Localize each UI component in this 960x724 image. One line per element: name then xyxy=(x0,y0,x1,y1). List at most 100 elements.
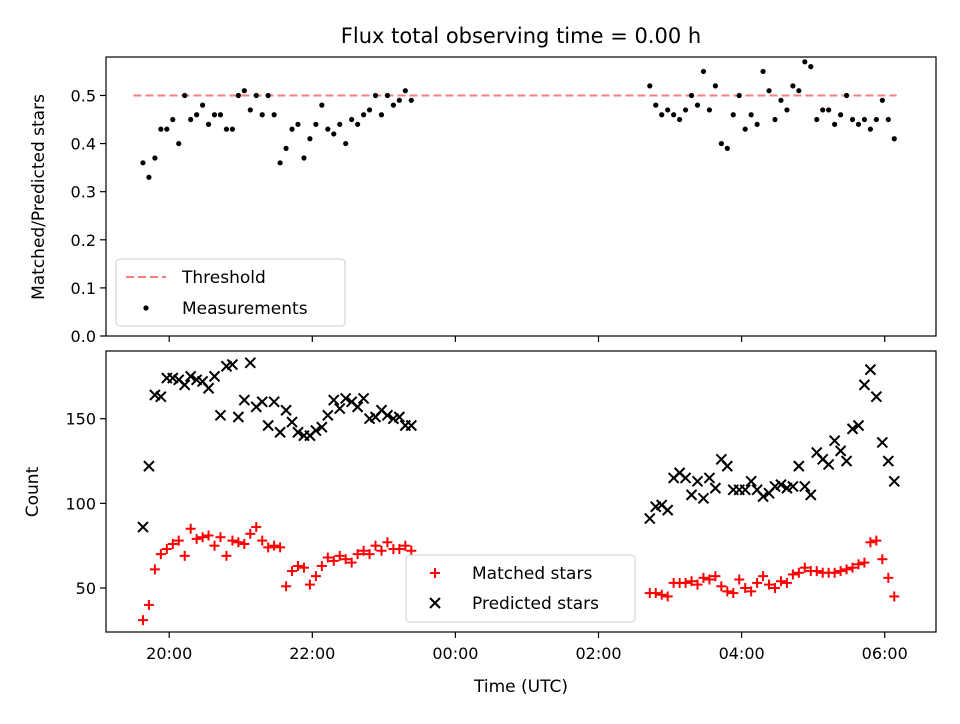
predicted-star-point xyxy=(310,424,322,437)
legend-matched-label: Matched stars xyxy=(472,564,592,584)
measurement-point xyxy=(766,88,772,94)
matched-stars-points xyxy=(137,522,900,626)
top-ytick-label: 0.2 xyxy=(71,231,96,250)
measurement-point xyxy=(814,116,820,123)
top-y-axis-label: Matched/Predicted stars xyxy=(29,94,49,300)
measurement-point xyxy=(712,83,718,89)
top-ytick-label: 0.5 xyxy=(71,86,96,105)
measurement-point xyxy=(694,102,701,108)
measurement-point xyxy=(671,112,677,118)
predicted-star-point xyxy=(262,419,274,432)
predicted-star-point xyxy=(876,436,889,449)
measurement-point xyxy=(331,131,337,137)
matched-star-point xyxy=(656,589,667,600)
matched-star-point xyxy=(400,540,411,551)
measurement-point xyxy=(343,140,349,147)
predicted-star-point xyxy=(685,489,698,501)
matched-star-point xyxy=(686,576,697,587)
matched-star-point xyxy=(191,533,202,544)
measurement-point xyxy=(754,121,760,127)
top-legend: Threshold Measurements xyxy=(115,258,346,327)
measurement-point xyxy=(784,107,790,113)
measurement-point xyxy=(176,140,182,147)
matched-star-point xyxy=(799,562,810,573)
measurement-point xyxy=(826,107,832,113)
predicted-stars-points xyxy=(137,357,900,533)
measurement-point xyxy=(372,92,379,99)
matched-star-point xyxy=(245,528,256,539)
predicted-star-point xyxy=(339,392,352,405)
matched-star-point xyxy=(179,550,190,561)
measurement-point xyxy=(677,116,683,123)
bot-xtick-label: 02:00 xyxy=(575,644,621,663)
matched-star-point xyxy=(775,576,786,587)
matched-star-point xyxy=(781,577,792,588)
measurement-point xyxy=(849,116,856,123)
measurement-point xyxy=(390,102,396,108)
matched-star-point xyxy=(215,532,226,543)
predicted-star-point xyxy=(840,455,853,467)
measurement-point xyxy=(235,92,241,99)
measurement-point xyxy=(402,88,408,94)
measurement-point xyxy=(360,112,367,118)
measurement-point xyxy=(700,68,707,75)
predicted-star-point xyxy=(739,484,751,496)
bottom-x-axis-label: Time (UTC) xyxy=(473,677,568,697)
measurement-point xyxy=(295,121,301,127)
matched-star-point xyxy=(662,591,673,602)
top-ytick-label: 0.1 xyxy=(71,279,96,298)
measurement-point xyxy=(855,121,862,127)
matched-star-point xyxy=(346,557,357,568)
measurement-point xyxy=(748,112,754,118)
predicted-star-point xyxy=(155,390,167,403)
matched-star-point xyxy=(316,560,327,571)
top-ytick-label: 0.0 xyxy=(71,327,96,346)
predicted-star-point xyxy=(178,379,191,391)
measurement-point xyxy=(760,68,766,75)
matched-star-point xyxy=(185,523,196,534)
measurement-point xyxy=(796,88,802,94)
measurement-point xyxy=(772,116,778,123)
predicted-star-point xyxy=(828,435,841,447)
matched-star-point xyxy=(310,571,321,582)
top-x-axis-ticks xyxy=(168,336,886,342)
matched-star-point xyxy=(221,550,232,561)
matched-star-point xyxy=(710,571,721,582)
predicted-star-point xyxy=(852,419,865,432)
measurement-point xyxy=(879,97,885,103)
measurement-point xyxy=(152,155,158,161)
predicted-star-point xyxy=(721,460,734,472)
measurement-point xyxy=(682,107,689,113)
legend-measurements-label: Measurements xyxy=(182,299,308,319)
bot-ytick-label: 100 xyxy=(65,494,96,513)
predicted-star-point xyxy=(208,370,221,383)
matched-star-point xyxy=(859,557,870,568)
predicted-star-point xyxy=(691,475,704,488)
predicted-star-point xyxy=(357,392,370,405)
measurement-point xyxy=(861,116,868,123)
matched-star-point xyxy=(287,566,298,577)
matched-star-point xyxy=(704,574,715,585)
matched-star-point xyxy=(167,538,178,549)
matched-star-point xyxy=(257,535,268,546)
predicted-star-point xyxy=(184,370,197,383)
matched-star-point xyxy=(746,586,757,597)
measurement-point xyxy=(188,116,194,123)
matched-star-point xyxy=(877,554,888,565)
measurement-point xyxy=(325,126,331,132)
measurement-point xyxy=(170,116,176,123)
measurement-point xyxy=(301,155,307,161)
measurement-point xyxy=(653,102,659,108)
predicted-star-point xyxy=(882,455,895,467)
bot-xtick-label: 00:00 xyxy=(432,644,478,663)
top-panel: 0.0 0.1 0.2 0.3 0.4 0.5 Matched/Predicted sta… xyxy=(29,56,937,346)
matched-star-point xyxy=(334,550,345,561)
measurement-point xyxy=(289,126,295,132)
top-legend-box xyxy=(115,258,346,327)
top-ytick-label: 0.3 xyxy=(71,183,96,202)
predicted-star-point xyxy=(846,423,859,435)
predicted-star-point xyxy=(232,411,245,423)
measurement-point xyxy=(820,107,826,113)
predicted-star-point xyxy=(286,416,298,428)
predicted-star-point xyxy=(274,426,286,438)
